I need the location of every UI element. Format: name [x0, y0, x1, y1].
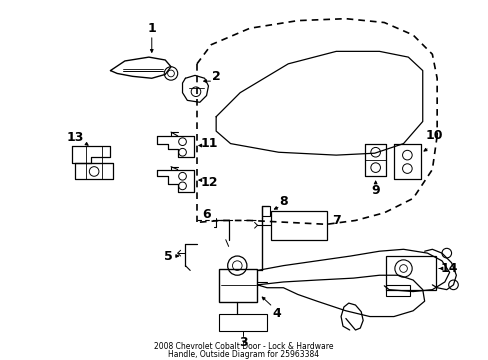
Text: 12: 12	[200, 176, 218, 189]
Text: 13: 13	[66, 131, 83, 144]
Bar	[270, 211, 326, 240]
Text: 3: 3	[238, 336, 247, 349]
Text: 5: 5	[163, 249, 172, 262]
Text: 9: 9	[370, 184, 379, 197]
Bar	[386, 285, 409, 296]
Text: Handle, Outside Diagram for 25963384: Handle, Outside Diagram for 25963384	[168, 350, 319, 359]
Text: 11: 11	[200, 137, 218, 150]
Text: 14: 14	[440, 262, 457, 275]
Text: 7: 7	[331, 214, 340, 227]
Text: 1: 1	[147, 22, 156, 35]
Bar	[219, 269, 257, 302]
Bar	[386, 256, 435, 290]
Bar	[219, 314, 266, 331]
Text: 10: 10	[425, 129, 442, 143]
Text: 6: 6	[202, 208, 210, 221]
Bar	[262, 206, 269, 216]
Text: 8: 8	[279, 195, 287, 208]
Text: 2008 Chevrolet Cobalt Door - Lock & Hardware: 2008 Chevrolet Cobalt Door - Lock & Hard…	[154, 342, 333, 351]
Text: 2: 2	[211, 70, 220, 83]
Text: 4: 4	[272, 307, 281, 320]
